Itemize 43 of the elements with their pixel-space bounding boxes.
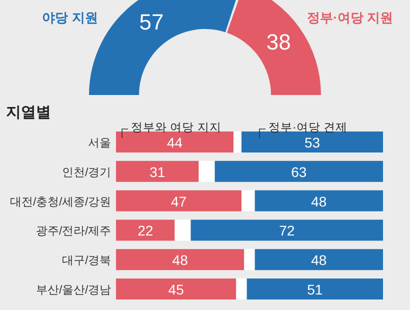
bar [116,190,242,212]
bar [246,278,383,300]
bar [116,132,234,152]
data-label: 31 [150,164,166,180]
bar [116,278,236,300]
data-label: 38 [266,30,291,55]
bar [174,220,191,241]
y-tick-label: 부산/울산/경남 [36,284,112,296]
bar [214,160,383,182]
data-label: 53 [304,134,320,150]
data-label: 45 [168,282,184,298]
y-tick-label: 서울 [88,138,112,150]
bar [116,249,244,270]
bar [116,160,199,182]
data-label: 51 [307,282,323,298]
series-label: 정부와 여당 지지 [131,122,222,134]
y-tick-label: 인천/경기 [62,166,111,179]
bar [233,132,242,152]
data-label: 48 [311,193,327,210]
bar [198,160,215,182]
bar [236,278,247,300]
data-label: 48 [311,252,327,268]
data-label: 72 [279,222,295,239]
bar [241,132,383,152]
y-tick-label: 대구/경북 [62,255,112,268]
data-label: 22 [138,222,154,239]
bar [254,190,383,212]
bar [241,190,255,212]
bar [116,220,175,241]
data-label: 57 [139,9,164,34]
data-label: 48 [172,252,188,268]
bar [190,220,383,241]
slice-label: 야당 지원 [42,10,98,25]
y-tick-label: 광주/전라/제주 [36,226,112,238]
slice-label: 정부·여당 지원 [307,10,393,25]
series-label: 정부·여당 견제 [268,122,348,134]
data-label: 63 [291,164,307,180]
data-label: 47 [170,193,187,210]
y-tick-label: 대전/충청/세종/강원 [10,195,111,208]
bar [254,249,383,270]
chart-title: 지열별 [6,104,51,121]
data-label: 44 [166,134,183,150]
bar [244,249,255,270]
